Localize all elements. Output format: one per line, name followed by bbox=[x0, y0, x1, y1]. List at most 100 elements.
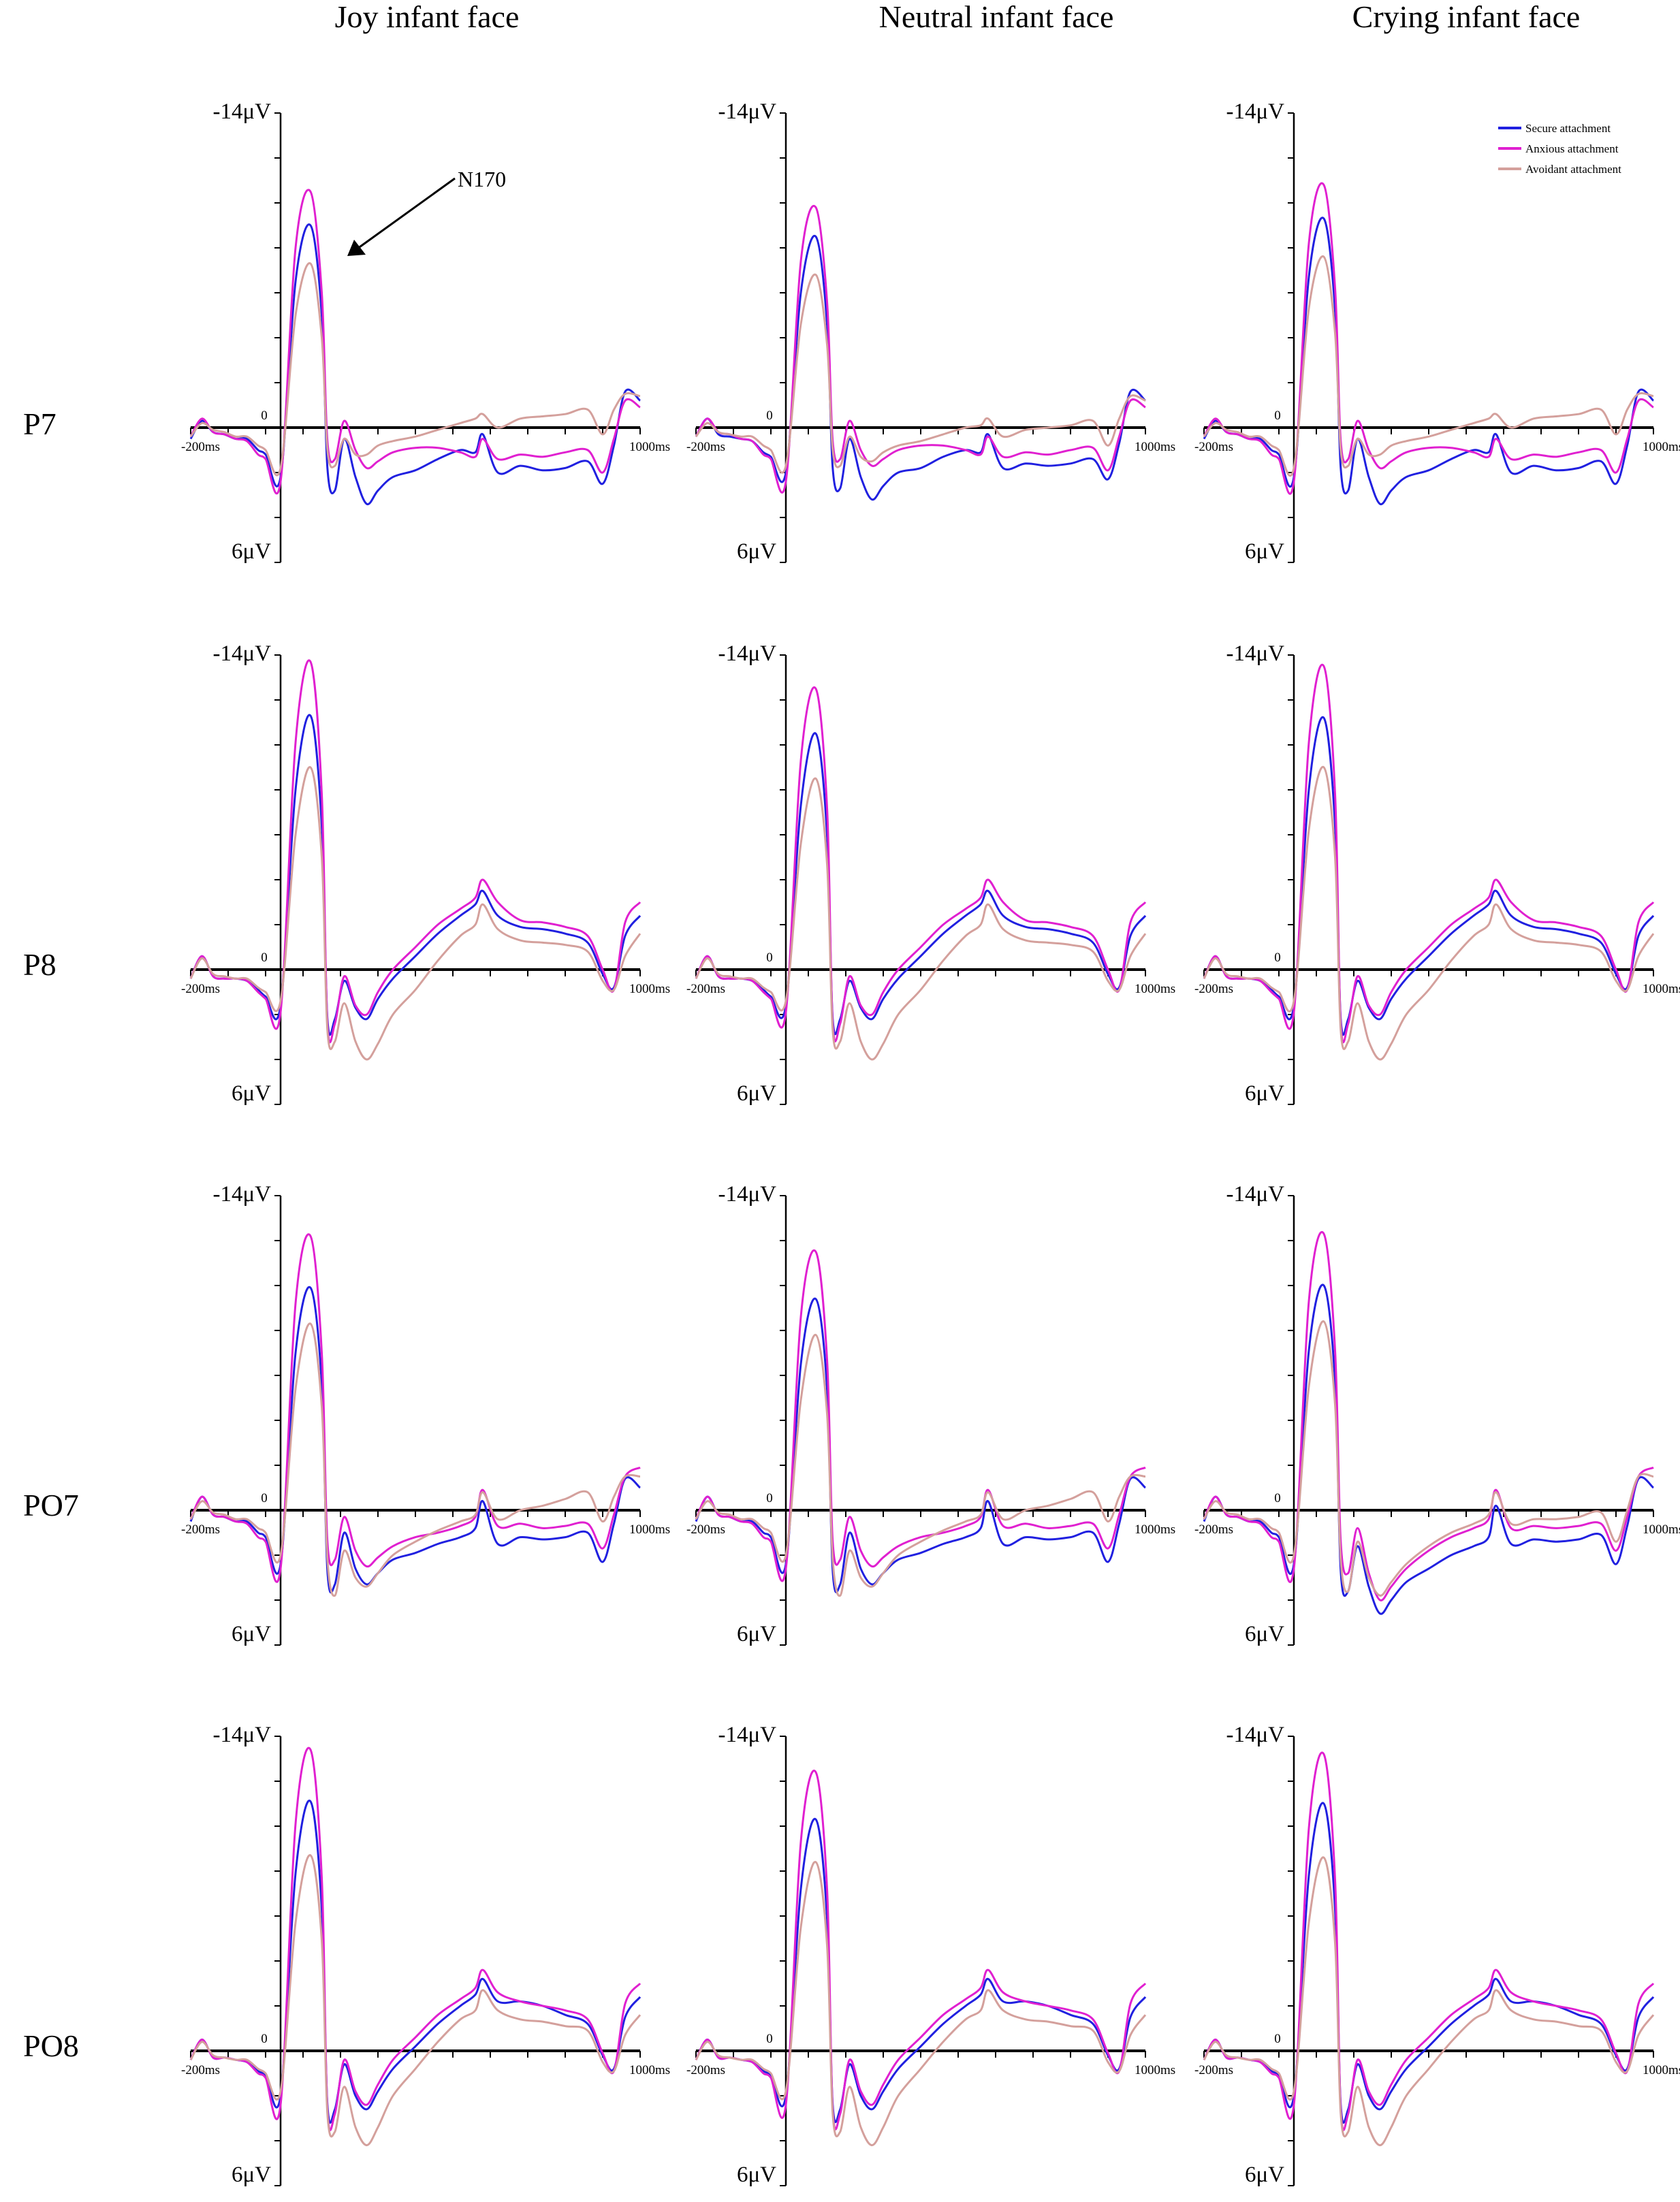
y-label-bottom: 6μV bbox=[737, 1622, 776, 1646]
row-label-p8: P8 bbox=[23, 947, 57, 982]
series-line-avoidant-attachment bbox=[1203, 255, 1654, 477]
series-line-secure-attachment bbox=[189, 223, 641, 506]
y-label-top: -14μV bbox=[212, 641, 271, 666]
x-label-start: -200ms bbox=[181, 1522, 220, 1537]
panel-po8-crying-infant-face: -14μV 6μV 0 -200ms 1000ms bbox=[1194, 1723, 1680, 2187]
x-label-end: 1000ms bbox=[1643, 1522, 1680, 1537]
series-line-avoidant-attachment bbox=[1203, 765, 1655, 1061]
series-line-avoidant-attachment bbox=[695, 1334, 1146, 1597]
series-line-avoidant-attachment bbox=[189, 766, 641, 1061]
panel-p8-joy-infant-face: -14μV 6μV 0 -200ms 1000ms bbox=[181, 641, 670, 1106]
series-line-avoidant-attachment bbox=[695, 777, 1147, 1061]
y-label-bottom: 6μV bbox=[232, 1622, 271, 1646]
row-labels: P7 P8 PO7 PO8 bbox=[23, 406, 79, 2063]
y-label-top: -14μV bbox=[212, 1723, 271, 1747]
zero-label: 0 bbox=[1274, 951, 1281, 965]
series-line-secure-attachment bbox=[189, 714, 641, 1036]
x-label-end: 1000ms bbox=[1135, 1522, 1175, 1537]
series-line-secure-attachment bbox=[695, 1297, 1146, 1593]
zero-label: 0 bbox=[1274, 1491, 1281, 1505]
y-label-top: -14μV bbox=[718, 1182, 776, 1207]
series-line-avoidant-attachment bbox=[189, 1322, 641, 1597]
row-label-p7: P7 bbox=[23, 406, 57, 441]
x-label-start: -200ms bbox=[686, 1522, 725, 1537]
n170-annotation: N170 bbox=[347, 167, 506, 256]
x-label-end: 1000ms bbox=[629, 2063, 670, 2077]
zero-label: 0 bbox=[1274, 409, 1281, 423]
panel-po8-joy-infant-face: -14μV 6μV 0 -200ms 1000ms bbox=[181, 1723, 670, 2187]
y-label-top: -14μV bbox=[1226, 1723, 1284, 1747]
x-label-start: -200ms bbox=[181, 2063, 220, 2077]
panels: -14μV 6μV 0 -200ms 1000ms -14μV 6μV 0 -200ms 1000… bbox=[181, 99, 1680, 2187]
y-label-bottom: 6μV bbox=[737, 2163, 776, 2187]
y-label-top: -14μV bbox=[1226, 641, 1284, 666]
legend-label-anxious-attachment: Anxious attachment bbox=[1525, 142, 1619, 155]
series-line-secure-attachment bbox=[189, 1286, 641, 1594]
panel-p7-crying-infant-face: -14μV 6μV 0 -200ms 1000ms bbox=[1194, 99, 1680, 564]
zero-label: 0 bbox=[766, 2032, 773, 2046]
zero-label: 0 bbox=[1274, 2032, 1281, 2046]
series-line-secure-attachment bbox=[1203, 1283, 1654, 1615]
n170-arrow-head bbox=[347, 240, 366, 256]
panel-po8-neutral-infant-face: -14μV 6μV 0 -200ms 1000ms bbox=[686, 1723, 1175, 2187]
zero-label: 0 bbox=[261, 409, 268, 423]
x-label-start: -200ms bbox=[686, 982, 725, 996]
y-label-top: -14μV bbox=[718, 99, 776, 124]
y-label-bottom: 6μV bbox=[1245, 1622, 1284, 1646]
series-line-anxious-attachment bbox=[695, 1249, 1146, 1582]
column-title-joy: Joy infant face bbox=[335, 0, 520, 34]
panel-po7-joy-infant-face: -14μV 6μV 0 -200ms 1000ms bbox=[181, 1182, 670, 1646]
series-line-anxious-attachment bbox=[189, 189, 641, 495]
y-label-bottom: 6μV bbox=[1245, 2163, 1284, 2187]
series-line-anxious-attachment bbox=[695, 1770, 1147, 2131]
column-title-crying: Crying infant face bbox=[1352, 0, 1581, 34]
series-line-secure-attachment bbox=[1203, 716, 1655, 1036]
y-label-top: -14μV bbox=[1226, 99, 1284, 124]
legend-label-avoidant-attachment: Avoidant attachment bbox=[1525, 163, 1621, 176]
column-titles: Joy infant face Neutral infant face Cryi… bbox=[335, 0, 1581, 34]
column-title-neutral: Neutral infant face bbox=[879, 0, 1114, 34]
series-line-secure-attachment bbox=[695, 234, 1147, 501]
x-label-end: 1000ms bbox=[1135, 2063, 1175, 2077]
zero-label: 0 bbox=[766, 951, 773, 965]
y-label-bottom: 6μV bbox=[232, 539, 271, 564]
y-label-top: -14μV bbox=[212, 1182, 271, 1207]
zero-label: 0 bbox=[766, 409, 773, 423]
y-label-bottom: 6μV bbox=[1245, 539, 1284, 564]
legend: Secure attachment Anxious attachment Avoid… bbox=[1498, 122, 1621, 176]
y-label-top: -14μV bbox=[718, 641, 776, 666]
y-label-bottom: 6μV bbox=[737, 1081, 776, 1106]
y-label-top: -14μV bbox=[718, 1723, 776, 1747]
x-label-end: 1000ms bbox=[1643, 982, 1680, 996]
y-label-bottom: 6μV bbox=[737, 539, 776, 564]
series-line-anxious-attachment bbox=[695, 204, 1146, 494]
x-label-end: 1000ms bbox=[1643, 440, 1680, 454]
series-line-anxious-attachment bbox=[1203, 182, 1654, 495]
x-label-end: 1000ms bbox=[629, 1522, 670, 1537]
series-line-anxious-attachment bbox=[1203, 663, 1655, 1044]
row-label-po7: PO7 bbox=[23, 1488, 79, 1522]
x-label-start: -200ms bbox=[1194, 982, 1233, 996]
zero-label: 0 bbox=[261, 951, 268, 965]
x-label-start: -200ms bbox=[686, 2063, 725, 2077]
series-line-avoidant-attachment bbox=[695, 273, 1146, 474]
series-line-avoidant-attachment bbox=[189, 262, 641, 477]
x-label-start: -200ms bbox=[1194, 1522, 1233, 1537]
x-label-end: 1000ms bbox=[629, 440, 670, 454]
series-line-anxious-attachment bbox=[189, 1233, 641, 1583]
x-label-start: -200ms bbox=[181, 982, 220, 996]
y-label-bottom: 6μV bbox=[1245, 1081, 1284, 1106]
n170-label: N170 bbox=[458, 167, 506, 191]
series-line-avoidant-attachment bbox=[695, 1861, 1147, 2147]
series-line-anxious-attachment bbox=[1203, 1231, 1654, 1601]
series-line-secure-attachment bbox=[1203, 217, 1655, 506]
n170-arrow-line bbox=[357, 177, 456, 250]
legend-label-secure-attachment: Secure attachment bbox=[1525, 122, 1611, 135]
series-line-anxious-attachment bbox=[189, 1746, 641, 2131]
x-label-start: -200ms bbox=[1194, 440, 1233, 454]
y-label-bottom: 6μV bbox=[232, 2163, 271, 2187]
series-line-secure-attachment bbox=[695, 1817, 1147, 2124]
y-label-top: -14μV bbox=[1226, 1182, 1284, 1207]
y-label-top: -14μV bbox=[212, 99, 271, 124]
